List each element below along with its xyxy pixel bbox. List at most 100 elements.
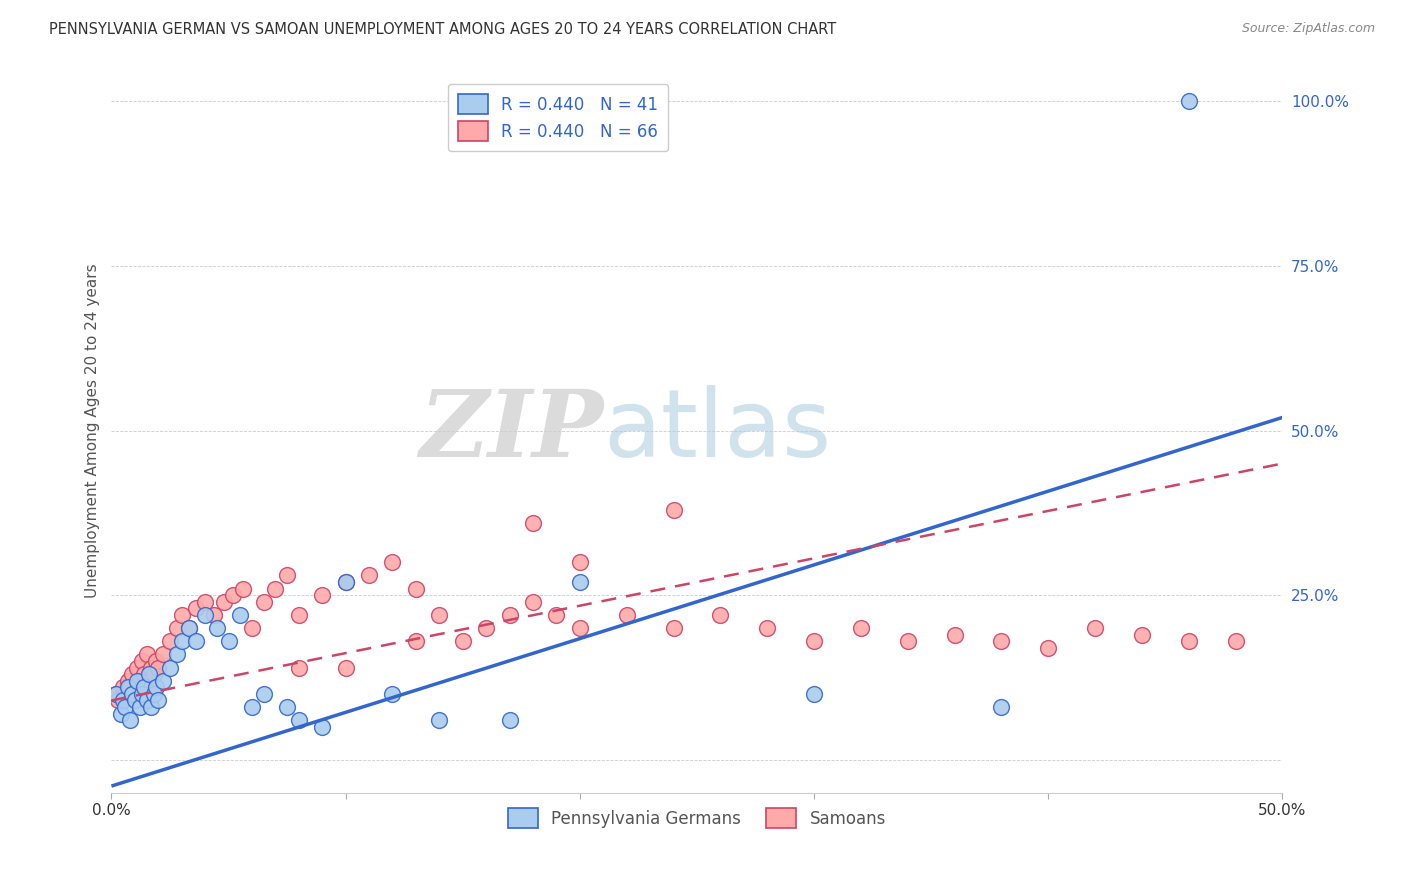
Point [184,601,207,615]
Point [405,582,427,596]
Point [335,574,357,589]
Point [141,660,163,674]
Y-axis label: Unemployment Among Ages 20 to 24 years: Unemployment Among Ages 20 to 24 years [86,263,100,598]
Point [897,634,920,648]
Text: atlas: atlas [603,384,831,476]
Point [709,607,731,622]
Point [120,713,142,727]
Point [253,595,276,609]
Point [1130,628,1153,642]
Point [170,634,193,648]
Point [135,693,157,707]
Point [990,634,1012,648]
Point [498,607,520,622]
Point [170,607,193,622]
Point [311,720,333,734]
Point [205,621,228,635]
Point [218,634,240,648]
Point [166,621,188,635]
Point [142,687,165,701]
Point [498,713,520,727]
Point [177,621,200,635]
Point [194,595,217,609]
Point [145,681,167,695]
Point [1225,634,1247,648]
Point [616,607,638,622]
Point [522,595,544,609]
Point [110,706,132,721]
Point [117,681,139,695]
Point [451,634,474,648]
Point [427,607,450,622]
Point [803,687,825,701]
Point [121,667,143,681]
Point [357,568,380,582]
Point [475,621,498,635]
Point [405,634,427,648]
Point [107,693,129,707]
Point [335,574,357,589]
Point [756,621,779,635]
Point [849,621,872,635]
Point [142,667,165,681]
Point [803,634,825,648]
Point [276,700,298,714]
Point [381,555,404,569]
Point [117,673,139,688]
Text: Source: ZipAtlas.com: Source: ZipAtlas.com [1241,22,1375,36]
Point [135,648,157,662]
Point [124,687,146,701]
Point [134,681,156,695]
Point [662,502,685,516]
Point [253,687,276,701]
Point [212,595,235,609]
Point [1038,640,1060,655]
Point [232,582,254,596]
Point [112,681,135,695]
Point [427,713,450,727]
Point [288,660,311,674]
Point [127,660,149,674]
Point [662,621,685,635]
Point [276,568,298,582]
Point [145,654,167,668]
Point [990,700,1012,714]
Point [184,634,207,648]
Point [288,713,311,727]
Point [222,588,245,602]
Point [381,687,404,701]
Point [546,607,568,622]
Point [177,621,200,635]
Point [264,582,287,596]
Point [105,687,128,701]
Point [943,628,966,642]
Point [166,648,188,662]
Point [138,667,160,681]
Text: ZIP: ZIP [419,385,603,475]
Point [1084,621,1107,635]
Point [148,660,170,674]
Point [1178,634,1201,648]
Point [127,673,149,688]
Point [141,700,163,714]
Text: PENNSYLVANIA GERMAN VS SAMOAN UNEMPLOYMENT AMONG AGES 20 TO 24 YEARS CORRELATION: PENNSYLVANIA GERMAN VS SAMOAN UNEMPLOYME… [49,22,837,37]
Point [204,607,226,622]
Point [131,687,153,701]
Point [112,693,135,707]
Legend: Pennsylvania Germans, Samoans: Pennsylvania Germans, Samoans [502,801,893,835]
Point [568,555,591,569]
Point [1178,95,1201,109]
Point [148,693,170,707]
Point [311,588,333,602]
Point [124,693,146,707]
Point [194,607,217,622]
Point [288,607,311,622]
Point [114,700,136,714]
Point [114,687,136,701]
Point [240,700,263,714]
Point [131,654,153,668]
Point [568,621,591,635]
Point [138,673,160,688]
Point [105,687,128,701]
Point [568,574,591,589]
